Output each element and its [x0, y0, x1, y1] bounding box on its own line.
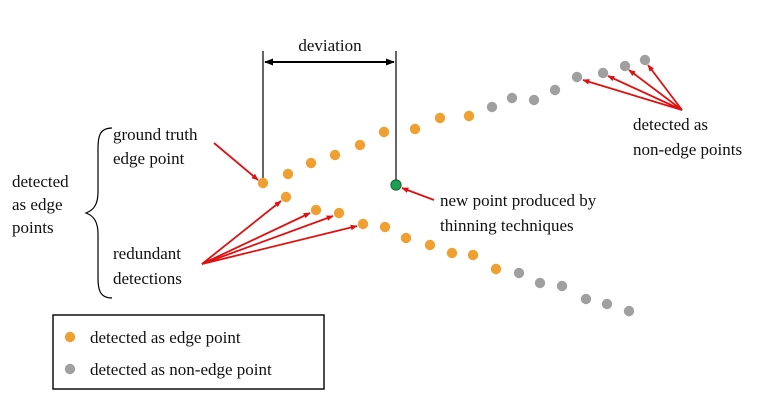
edge-point	[378, 126, 390, 138]
lower-edge-points	[280, 191, 502, 275]
edge-point	[409, 123, 421, 135]
edge-point	[434, 112, 446, 124]
curly-brace	[84, 127, 113, 299]
edge-point	[354, 139, 366, 151]
non-edge-point	[571, 71, 583, 83]
non-edge-label-line2: non-edge points	[633, 140, 742, 159]
legend-non-edge-swatch	[64, 363, 76, 375]
non-edge-point	[639, 54, 651, 66]
detected-edge-label-line3: points	[12, 218, 54, 237]
annotation-arrows	[201, 64, 683, 265]
legend-box	[52, 314, 325, 390]
edge-point	[329, 149, 341, 161]
redundant-label-line2: detections	[113, 269, 182, 288]
non-edge-point	[619, 60, 631, 72]
deviation-measure: deviation	[262, 36, 397, 183]
edge-point	[400, 232, 412, 244]
edge-point	[305, 157, 317, 169]
ground-truth-arrow	[213, 142, 259, 181]
legend-edge-swatch	[64, 331, 76, 343]
edge-point	[463, 110, 475, 122]
new-point-label-line1: new point produced by	[440, 191, 597, 210]
upper-edge-points	[257, 110, 475, 189]
new-point-arrow	[401, 187, 435, 201]
detected-edge-label-line1: detected	[12, 172, 69, 191]
non-edge-arrow	[582, 79, 683, 111]
redundant-point	[333, 207, 345, 219]
non-edge-point	[580, 293, 592, 305]
redundant-arrow	[201, 224, 358, 265]
non-edge-point	[623, 305, 635, 317]
edge-point	[467, 249, 479, 261]
redundant-label-line1: redundant	[113, 244, 181, 263]
edge-point	[446, 247, 458, 259]
redundant-point	[357, 218, 369, 230]
edge-point	[282, 168, 294, 180]
non-edge-point	[601, 298, 613, 310]
redundant-point	[310, 204, 322, 216]
redundant-point	[280, 191, 292, 203]
legend: detected as edge point detected as non-e…	[52, 314, 325, 390]
redundant-arrow	[201, 212, 311, 265]
non-edge-arrow	[607, 75, 683, 111]
non-edge-point	[534, 277, 546, 289]
non-edge-point	[528, 94, 540, 106]
redundant-arrow	[201, 200, 282, 265]
non-edge-point	[597, 67, 609, 79]
non-edge-point	[486, 101, 498, 113]
redundant-arrow	[201, 215, 334, 265]
non-edge-point	[506, 92, 518, 104]
upper-non-edge-points	[486, 54, 651, 113]
non-edge-arrow	[628, 69, 683, 111]
new-point-label-line2: thinning techniques	[440, 216, 574, 235]
new-point	[390, 179, 402, 191]
legend-edge-label: detected as edge point	[90, 328, 241, 347]
non-edge-label-line1: detected as	[633, 115, 708, 134]
deviation-label: deviation	[298, 36, 362, 55]
edge-point	[379, 221, 391, 233]
lower-non-edge-points	[513, 267, 635, 317]
edge-point	[424, 239, 436, 251]
edge-point	[490, 263, 502, 275]
ground-truth-label-line1: ground truth	[113, 125, 198, 144]
non-edge-point	[549, 84, 561, 96]
detected-edge-label-line2: as edge	[12, 195, 63, 214]
legend-non-edge-label: detected as non-edge point	[90, 360, 272, 379]
ground-truth-point	[257, 177, 269, 189]
non-edge-arrow	[647, 64, 683, 111]
non-edge-point	[513, 267, 525, 279]
ground-truth-label-line2: edge point	[113, 149, 185, 168]
non-edge-point	[556, 280, 568, 292]
